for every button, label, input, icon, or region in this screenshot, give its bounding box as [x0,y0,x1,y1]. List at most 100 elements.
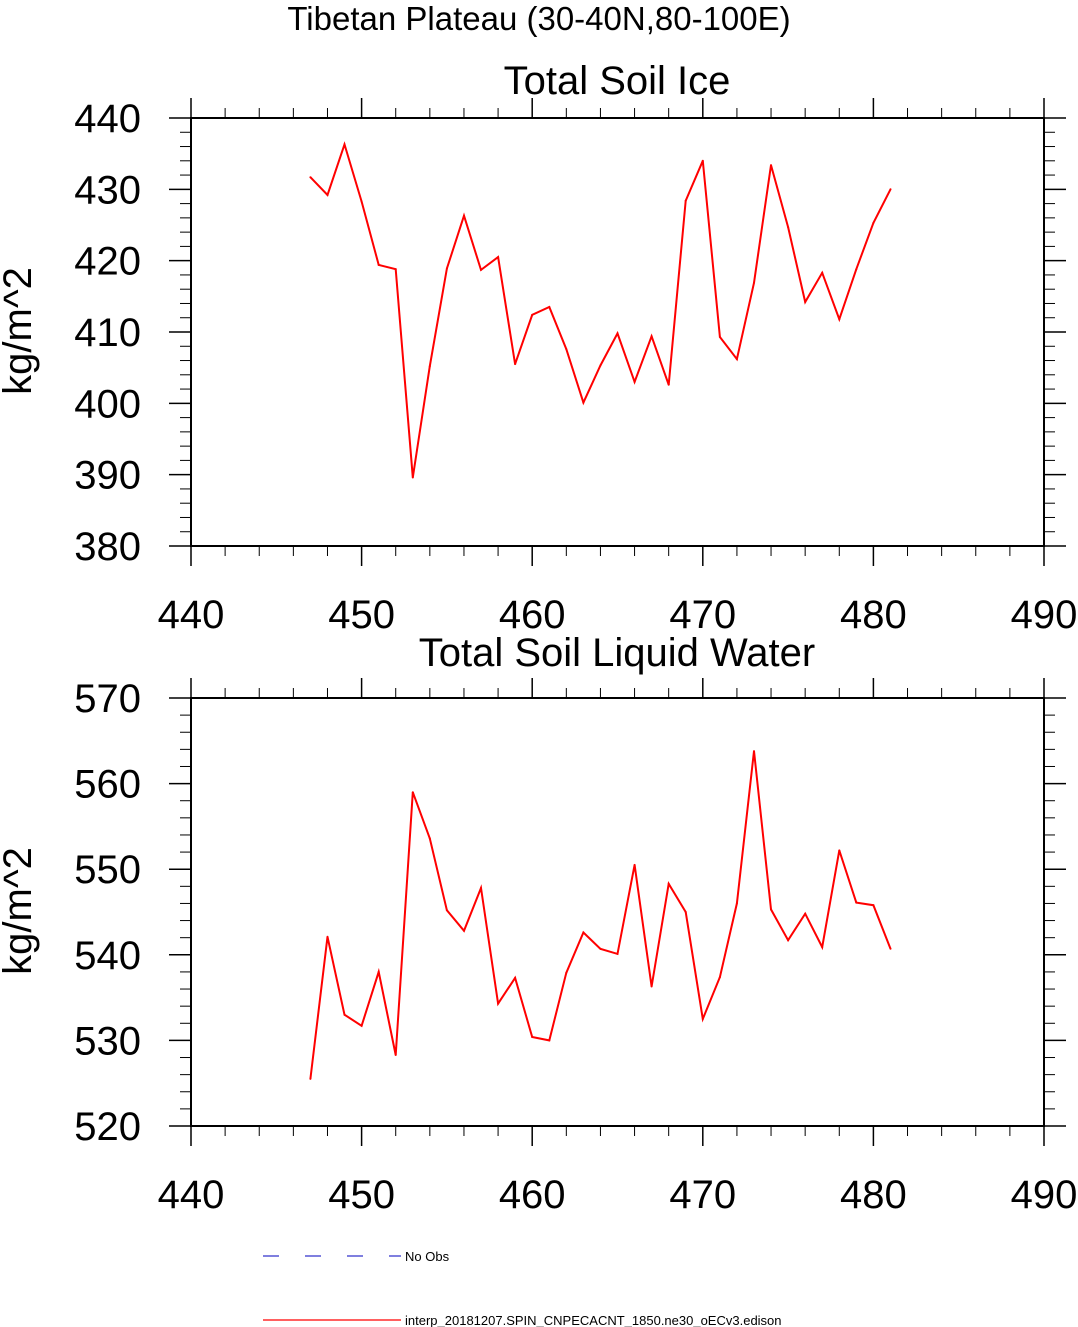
y-tick-label: 570 [74,677,141,721]
data-point [599,364,602,367]
data-point [480,268,482,271]
data-point [889,947,892,950]
data-point [394,1054,397,1056]
data-point [565,348,568,351]
data-point [428,365,431,368]
x-tick-label: 440 [158,1173,225,1217]
data-point [497,256,500,259]
y-tick-label: 550 [74,848,141,892]
data-point [428,837,431,840]
x-tick-label: 480 [840,593,907,637]
x-tick-label: 490 [1011,593,1078,637]
data-point [821,271,824,274]
data-point [770,908,772,911]
data-point [787,939,790,942]
y-tick-label: 540 [74,934,141,978]
data-point [343,143,346,146]
data-point [360,200,363,203]
data-point [582,401,585,404]
series-line [309,141,892,478]
data-point [735,358,738,361]
data-point [838,849,841,852]
data-point [599,947,602,950]
data-point [565,971,568,974]
data-point [650,335,653,338]
y-tick-label: 410 [74,311,141,355]
data-point [463,929,465,932]
data-point [787,226,790,229]
x-tick-label: 460 [499,1173,566,1217]
data-point [650,985,653,988]
legend-label-no-obs: No Obs [405,1249,450,1264]
data-point [326,935,329,938]
panel-title-total-soil-ice: Total Soil Ice [504,59,731,103]
legend: No Obs interp_20181207.SPIN_CNPECACNT_18… [263,1249,782,1327]
x-tick-label: 460 [499,593,566,637]
data-point [514,976,517,979]
x-tick-label: 470 [669,593,736,637]
data-point [684,911,687,913]
data-point [445,267,448,270]
data-point [463,214,465,217]
x-tick-label: 480 [840,1173,907,1217]
chart-panel-total-soil-ice: Total Soil Ice kg/m^2 380 390 400 410 420 430… [0,59,1077,637]
data-point [889,188,892,191]
data-point [326,194,329,196]
data-point [616,952,619,955]
data-point [753,750,755,753]
panel-title-total-soil-liquid-water: Total Soil Liquid Water [419,631,815,675]
data-point [667,882,670,885]
y-tick-label: 400 [74,382,141,426]
x-tick-label: 490 [1011,1173,1078,1217]
y-tick-label: 520 [74,1105,141,1149]
data-point [804,301,807,303]
data-point [582,931,585,934]
x-tick-label: 450 [328,593,395,637]
data-point [855,268,858,271]
data-point [548,306,551,308]
data-point [531,1036,534,1038]
legend-label-model-run: interp_20181207.SPIN_CNPECACNT_1850.ne30… [405,1313,782,1327]
data-point [735,902,738,905]
data-point [377,970,380,973]
data-point [309,1077,312,1080]
y-axis-label-total-soil-liquid-water: kg/m^2 [0,847,40,975]
data-point [548,1039,551,1042]
figure-title: Tibetan Plateau (30-40N,80-100E) [287,0,790,37]
series-line [309,750,892,1080]
data-point [531,313,534,316]
data-point [701,1018,704,1020]
data-point [394,268,397,271]
data-point [633,863,636,866]
plot-frame [190,697,1045,1127]
data-point [343,1013,346,1016]
x-tick-label: 440 [158,593,225,637]
data-point [872,904,875,907]
data-point [309,176,312,179]
data-point [514,363,517,366]
data-point [770,164,772,167]
y-tick-label: 530 [74,1019,141,1063]
data-point [360,1024,363,1027]
data-point [480,887,482,889]
data-point [667,383,670,386]
data-point [821,946,824,949]
data-point [684,199,687,202]
data-point [701,159,704,162]
data-point [718,976,721,979]
data-point [377,263,380,266]
data-point [445,909,448,912]
data-point [753,281,755,284]
data-point [633,380,636,383]
data-point [872,221,875,224]
data-point [497,1002,500,1005]
x-tick-label: 470 [669,1173,736,1217]
data-point [804,912,807,915]
data-point [411,791,414,794]
y-axis-label-total-soil-ice: kg/m^2 [0,267,40,395]
x-tick-label: 450 [328,1173,395,1217]
y-tick-label: 430 [74,168,141,212]
y-tick-label: 560 [74,763,141,807]
data-point [411,476,414,479]
